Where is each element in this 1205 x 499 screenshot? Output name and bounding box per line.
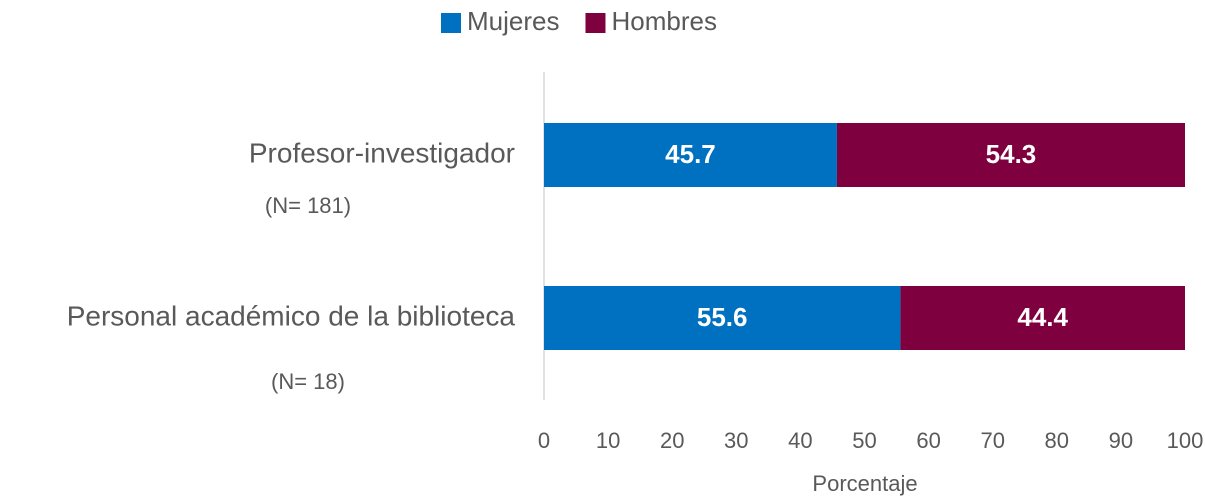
bar-segment (544, 286, 901, 350)
x-tick-label: 90 (1109, 428, 1133, 453)
category-note: (N= 181) (265, 193, 351, 218)
data-label: 55.6 (697, 302, 748, 332)
legend-label: Hombres (611, 6, 716, 36)
x-tick-label: 10 (596, 428, 620, 453)
x-tick-label: 40 (788, 428, 812, 453)
data-label: 54.3 (986, 139, 1037, 169)
data-label: 44.4 (1017, 302, 1068, 332)
bar-segment (900, 286, 1185, 350)
x-tick-label: 80 (1045, 428, 1069, 453)
bar-segment (544, 123, 837, 187)
category-label: Profesor-investigador (249, 137, 515, 168)
category-label: Personal académico de la biblioteca (67, 300, 516, 331)
x-tick-label: 20 (660, 428, 684, 453)
category-note: (N= 18) (271, 369, 345, 394)
bar-segment (836, 123, 1185, 187)
legend-swatch (441, 13, 461, 33)
x-tick-label: 30 (724, 428, 748, 453)
x-tick-label: 0 (538, 428, 550, 453)
data-label: 45.7 (665, 139, 716, 169)
x-tick-label: 50 (852, 428, 876, 453)
x-tick-label: 70 (980, 428, 1004, 453)
legend-swatch (585, 13, 606, 33)
x-tick-label: 100 (1167, 428, 1204, 453)
x-tick-label: 60 (916, 428, 940, 453)
x-axis-label: Porcentaje (812, 471, 917, 496)
legend-label: Mujeres (467, 6, 559, 36)
